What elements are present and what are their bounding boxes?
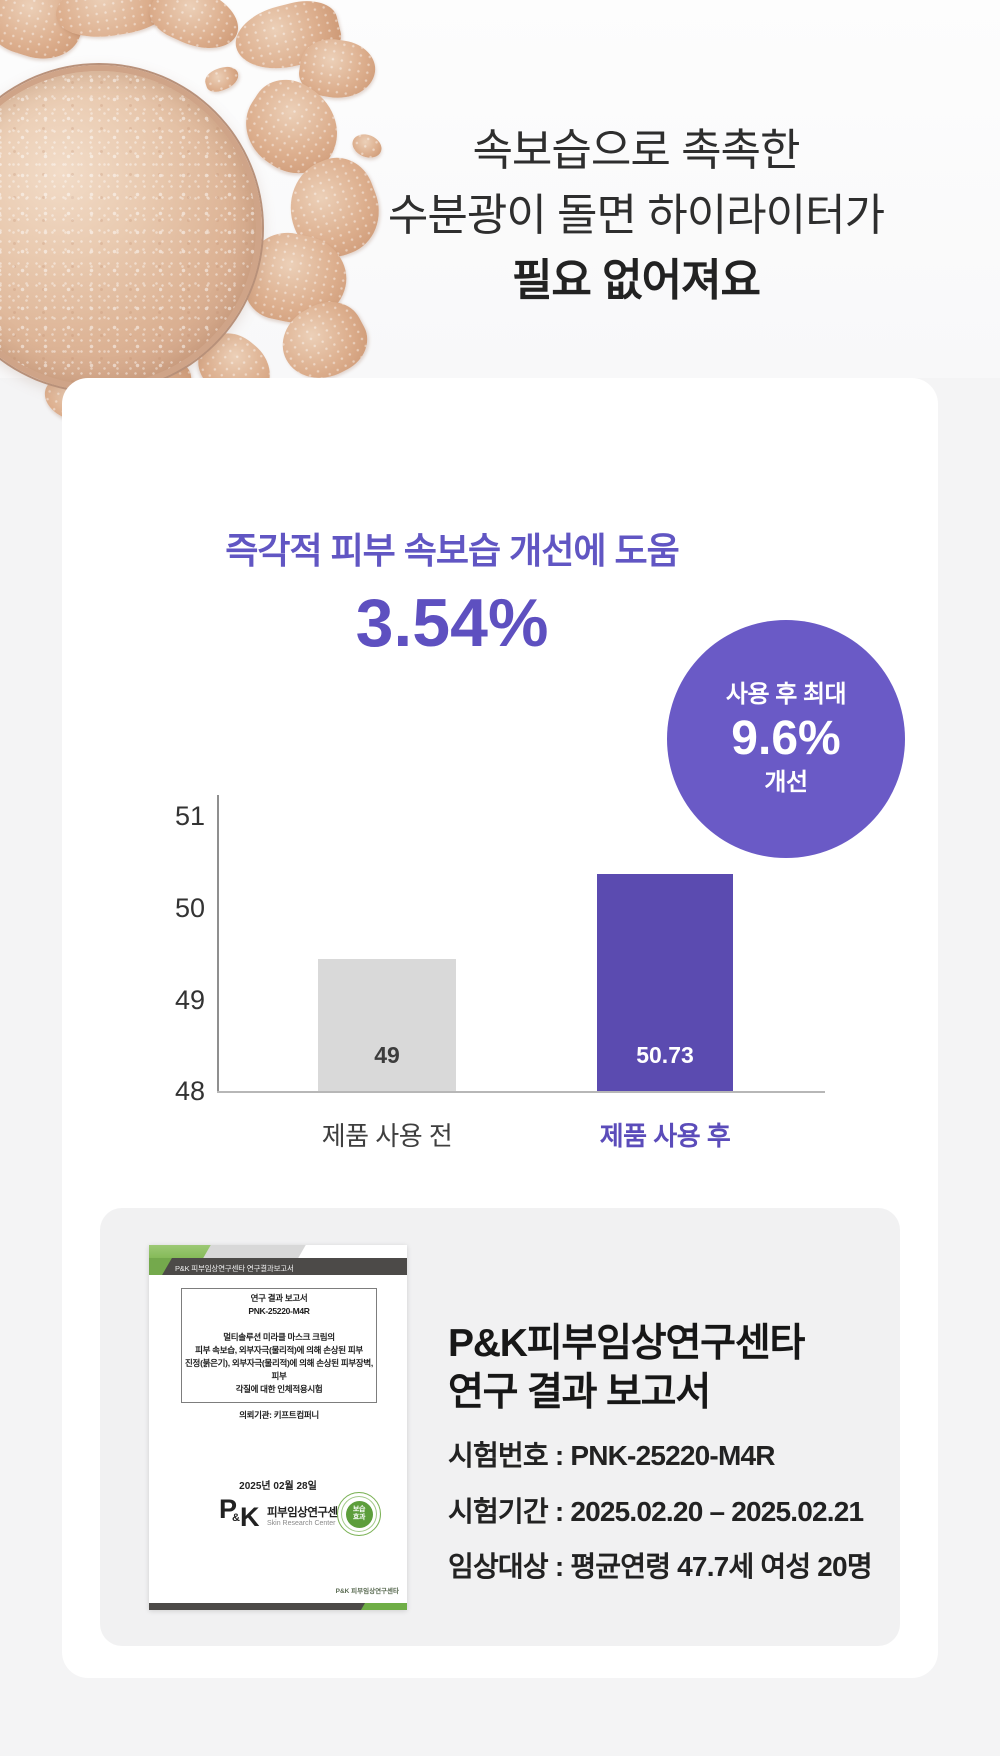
hero-section: 속보습으로 촉촉한 수분광이 돌면 하이라이터가 필요 없어져요	[0, 0, 1000, 441]
result-title: 즉각적 피부 속보습 개선에 도움	[225, 530, 680, 571]
doc-footer-bar	[149, 1603, 407, 1610]
powder-crumb	[202, 63, 242, 95]
hero-line-2: 수분광이 돌면 하이라이터가	[387, 191, 885, 240]
pk-logo-p: P	[219, 1494, 238, 1524]
doc-box-title: 연구 결과 보고서	[250, 1293, 308, 1303]
category-label-after: 제품 사용 후	[599, 1121, 731, 1151]
bar-after-use: 50.73	[597, 874, 733, 1091]
doc-header-text: P&K 피부임상연구센타 연구결과보고서	[175, 1264, 294, 1273]
clinical-result-card: 즉각적 피부 속보습 개선에 도움 3.54% 사용 후 최대 9.6% 개선 …	[62, 378, 938, 1678]
bar-before-use: 49	[318, 959, 456, 1091]
pk-logo: P & K 피부임상연구센타 Skin Research Center	[219, 1494, 348, 1535]
hero-copy: 속보습으로 촉촉한 수분광이 돌면 하이라이터가 필요 없어져요	[286, 118, 986, 313]
cosmetic-pan-image	[0, 65, 262, 391]
moisture-effect-seal: 보습 효과	[337, 1492, 381, 1536]
hero-line-3: 필요 없어져요	[511, 256, 761, 305]
report-document-thumbnail: P&K 피부임상연구센타 연구결과보고서 연구 결과 보고서 PNK-25220…	[149, 1245, 407, 1610]
badge-top-label: 사용 후 최대	[725, 681, 847, 708]
doc-box-body: 각질에 대한 인체적용시험	[235, 1384, 323, 1394]
doc-footer-mini-logo: P&K 피부임상연구센타	[335, 1588, 399, 1595]
pk-logo-subname: Skin Research Center	[267, 1519, 336, 1527]
y-axis-line	[217, 795, 219, 1091]
y-axis-tick: 48	[174, 1076, 205, 1106]
doc-date: 2025년 02월 28일	[239, 1481, 317, 1492]
seal-text-bottom: 효과	[352, 1514, 366, 1521]
badge-bottom-label: 개선	[764, 769, 808, 796]
doc-box-body: 진정(붉은기), 외부자극(물리적)에 의해 손상된 피부장벽, 피부	[185, 1358, 373, 1381]
doc-header-bar: P&K 피부임상연구센타 연구결과보고서	[149, 1258, 407, 1275]
report-test-number: 시험번호 : PNK-25220-M4R	[448, 1440, 775, 1471]
doc-footer-green-segment	[360, 1603, 407, 1610]
report-title-line2: 연구 결과 보고서	[448, 1371, 711, 1414]
pk-logo-name: 피부임상연구센타	[267, 1506, 348, 1519]
seal-text-top: 보습	[352, 1505, 366, 1513]
doc-title-box: 연구 결과 보고서 PNK-25220-M4R 멀티솔루션 미라클 마스크 크림…	[181, 1288, 377, 1420]
doc-box-client: 의뢰기관: 키프트컴퍼니	[239, 1410, 319, 1420]
powder-crumb	[142, 0, 248, 61]
y-axis-tick: 51	[174, 801, 205, 831]
doc-box-body: 피부 속보습, 외부자극(물리적)에 의해 손상된 피부	[195, 1345, 363, 1355]
x-axis-line	[217, 1091, 825, 1093]
pk-logo-amp: &	[232, 1512, 240, 1524]
pk-logo-mark: P & K	[219, 1494, 263, 1534]
highlighter-powder-photo	[0, 0, 420, 460]
result-main-value: 3.54%	[355, 585, 549, 661]
hero-line-1: 속보습으로 촉촉한	[472, 126, 800, 175]
badge-value: 9.6%	[731, 712, 841, 765]
report-subcard: P&K 피부임상연구센타 연구결과보고서 연구 결과 보고서 PNK-25220…	[100, 1208, 900, 1646]
doc-box-code: PNK-25220-M4R	[248, 1306, 310, 1316]
pk-logo-k: K	[240, 1502, 260, 1532]
improvement-badge: 사용 후 최대 9.6% 개선	[667, 620, 905, 858]
y-axis-tick: 50	[174, 893, 205, 923]
y-axis-tick: 49	[174, 985, 205, 1015]
bar-value-label: 49	[374, 1042, 400, 1068]
report-test-subjects: 임상대상 : 평균연령 47.7세 여성 20명	[448, 1551, 873, 1582]
bar-value-label: 50.73	[636, 1042, 694, 1068]
report-title-line1: P&K피부임상연구센타	[448, 1322, 805, 1365]
doc-header-green-triangle	[149, 1258, 172, 1275]
doc-box-body: 멀티솔루션 미라클 마스크 크림의	[223, 1332, 335, 1342]
doc-header-gray-band	[203, 1245, 306, 1258]
report-test-period: 시험기간 : 2025.02.20 – 2025.02.21	[448, 1496, 864, 1527]
category-label-before: 제품 사용 전	[321, 1121, 453, 1151]
